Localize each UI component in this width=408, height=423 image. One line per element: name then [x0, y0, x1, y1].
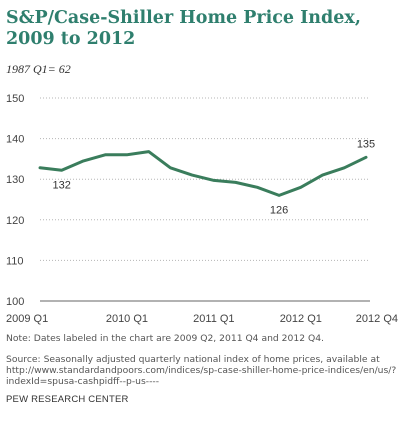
data-label: 132: [53, 179, 71, 191]
chart-source: Source: Seasonally adjusted quarterly na…: [6, 354, 397, 387]
x-tick-label: 2011 Q1: [193, 313, 234, 325]
data-label: 135: [357, 138, 375, 150]
y-tick-label: 120: [6, 215, 24, 227]
chart-title: S&P/Case-Shiller Home Price Index, 2009 …: [6, 8, 361, 49]
series-line: [38, 150, 368, 197]
y-tick-label: 140: [6, 134, 24, 146]
data-label: 126: [270, 204, 288, 216]
chart-note: Note: Dates labeled in the chart are 200…: [6, 333, 324, 344]
chart-subtitle: 1987 Q1= 62: [6, 62, 71, 76]
y-tick-label: 110: [6, 255, 24, 267]
x-tick-label: 2012 Q1: [280, 313, 322, 325]
x-tick-label: 2010 Q1: [106, 313, 148, 325]
x-tick-label: 2012 Q4: [356, 313, 398, 325]
y-tick-label: 130: [6, 174, 24, 186]
x-tick-label: 2009 Q1: [6, 313, 48, 325]
y-tick-label: 150: [6, 93, 24, 105]
brand-label: PEW RESEARCH CENTER: [6, 394, 129, 405]
line-chart: 100 110 120 130 140 150 2009 Q1 2010 Q1 2011 Q1 2…: [6, 93, 398, 325]
y-tick-label: 100: [6, 296, 24, 308]
